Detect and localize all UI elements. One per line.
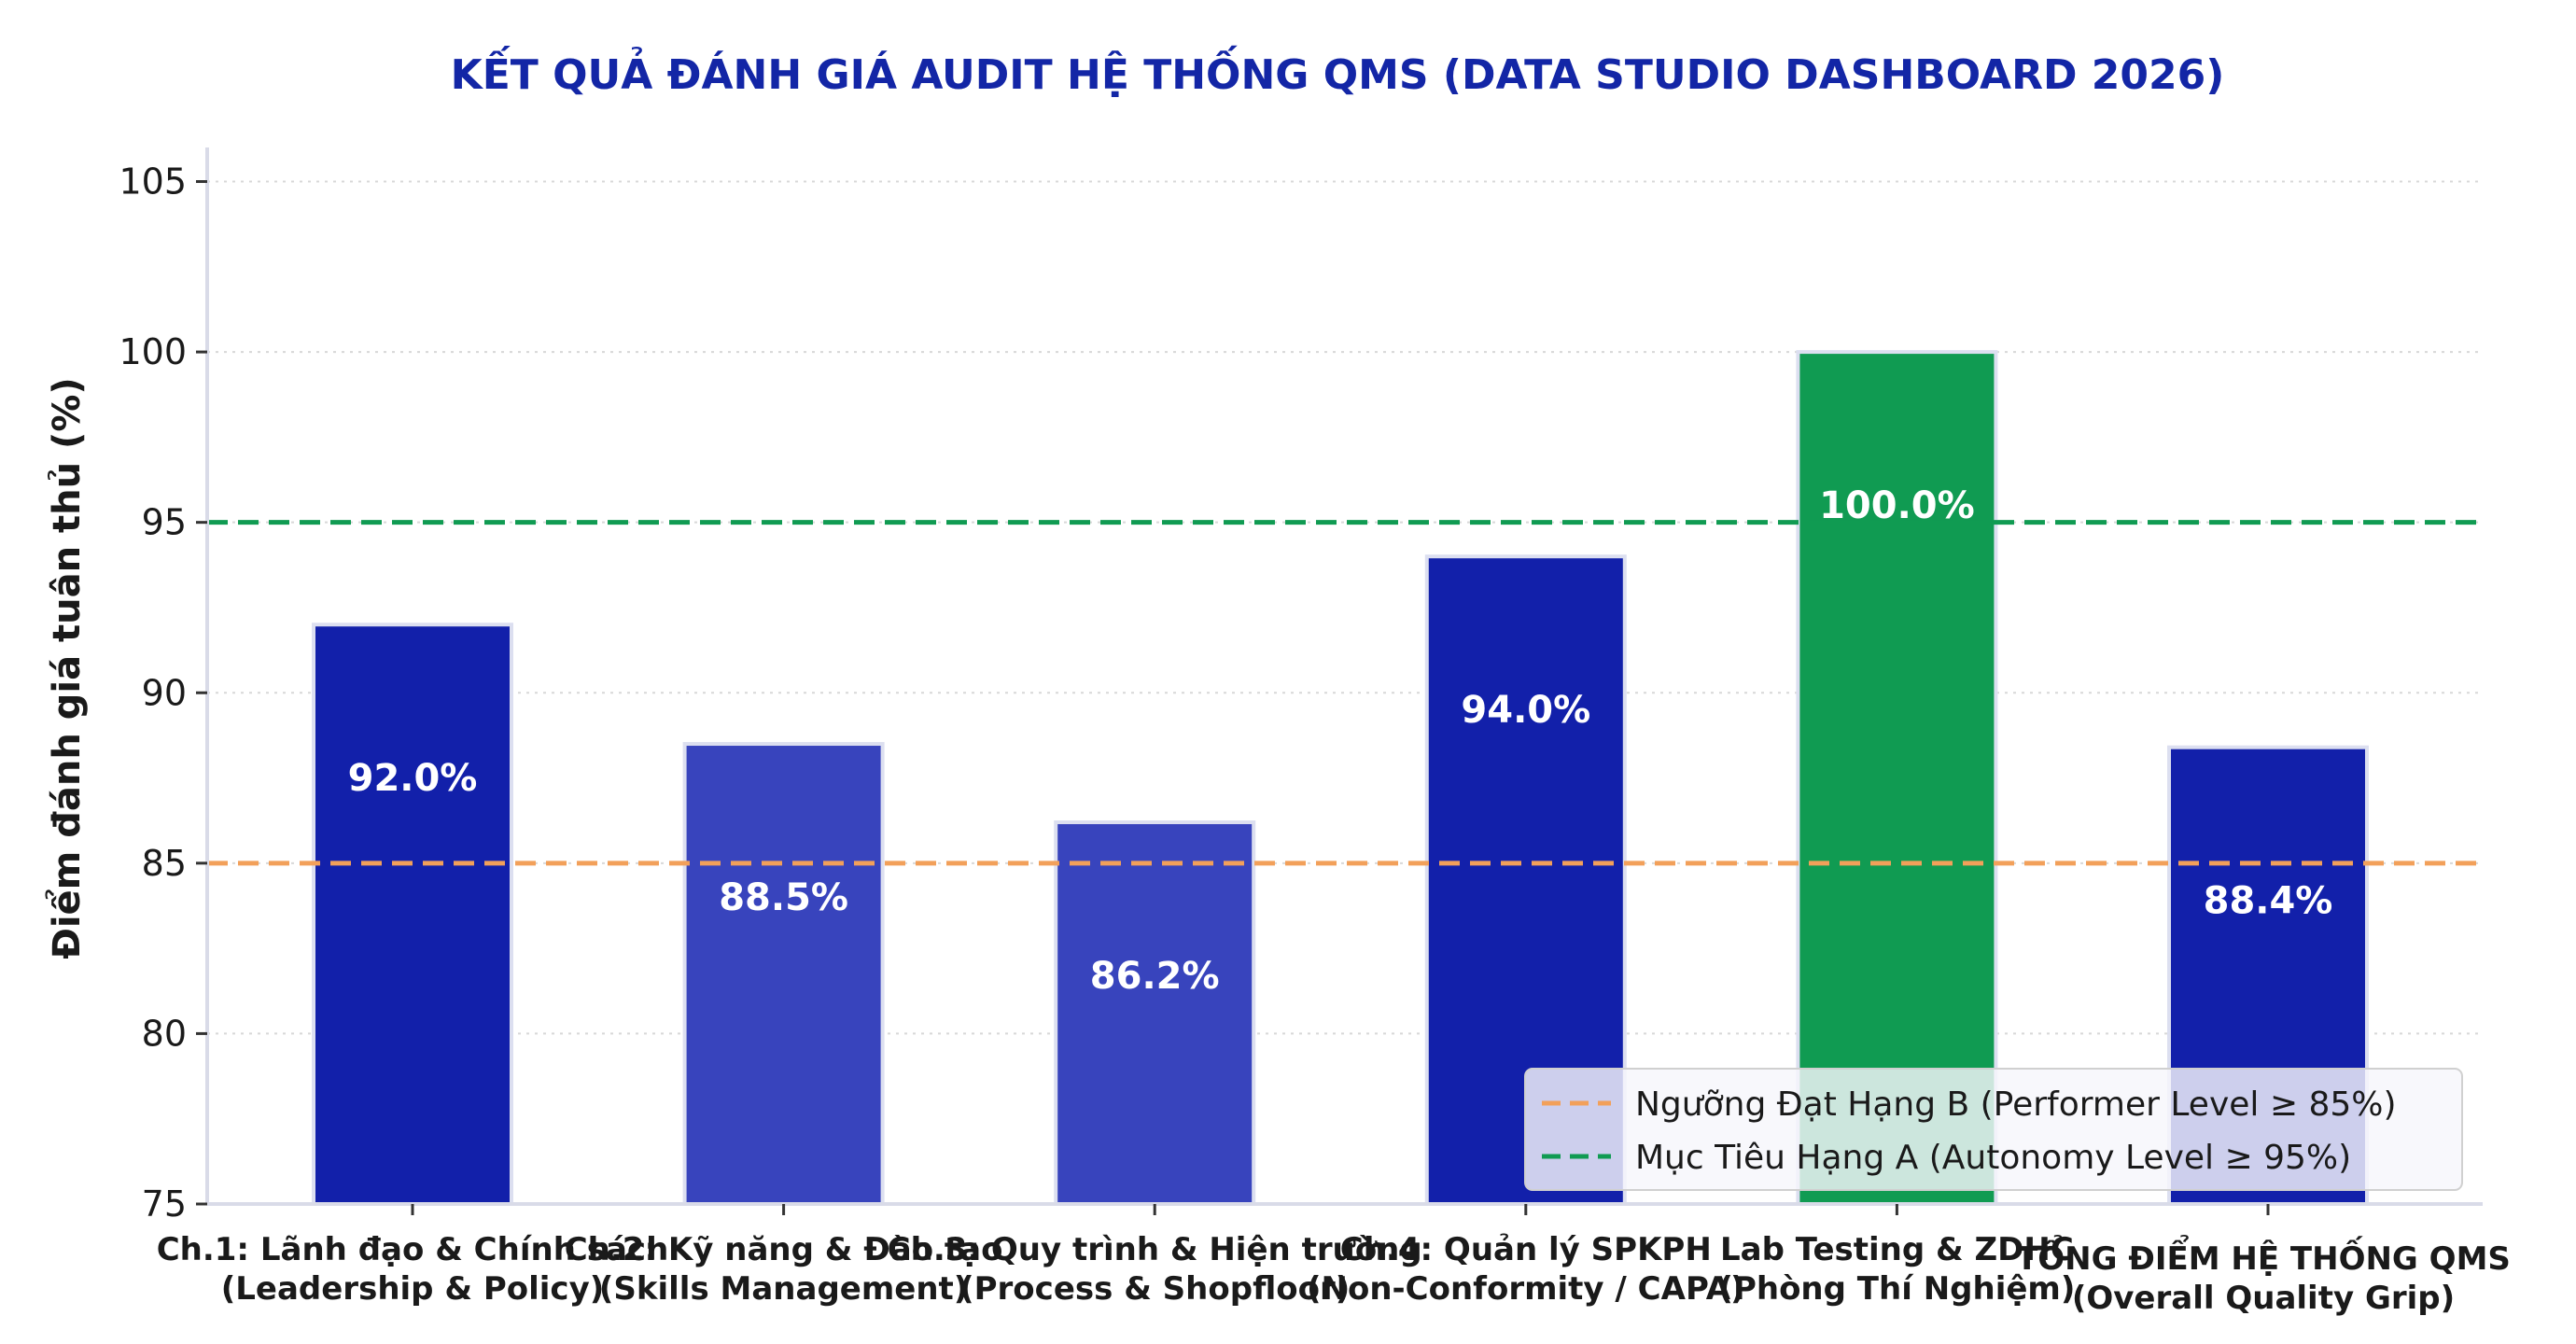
x-tick-label: TỔNG ĐIỂM HỆ THỐNG QMS — [2016, 1234, 2511, 1278]
y-tick-label: 95 — [142, 502, 187, 543]
x-tick-label: (Phòng Thí Nghiệm) — [1718, 1270, 2075, 1308]
bar — [312, 623, 513, 1206]
x-tick-label: Ch.4: Quản lý SPKPH — [1340, 1231, 1712, 1268]
legend-label: Ngưỡng Đạt Hạng B (Performer Level ≥ 85%… — [1635, 1085, 2397, 1124]
value-label: 92.0% — [348, 757, 478, 800]
y-axis-label: Điểm đánh giá tuân thủ (%) — [44, 377, 89, 959]
x-tick-label: (Process & Shopfloor) — [959, 1270, 1350, 1308]
axes — [205, 147, 2483, 1206]
bar — [1054, 820, 1256, 1206]
bar — [1796, 350, 1998, 1206]
y-tick-label: 80 — [142, 1013, 187, 1054]
x-tick-label: (Leadership & Policy) — [221, 1270, 605, 1308]
tick-labels: 75 80 85 90 95 100 105 Ch.1: Lãnh đạo & Chính s… — [119, 161, 2510, 1317]
value-label: 100.0% — [1819, 484, 1975, 527]
legend-label: Mục Tiêu Hạng A (Autonomy Level ≥ 95%) — [1635, 1139, 2351, 1177]
bar — [682, 742, 885, 1207]
legend-box — [1524, 1068, 2463, 1191]
value-label: 86.2% — [1090, 955, 1220, 998]
chart-title: KẾT QUẢ ĐÁNH GIÁ AUDIT HỆ THỐNG QMS (DAT… — [451, 45, 2225, 99]
x-tick-label: (Overall Quality Grip) — [2072, 1280, 2455, 1317]
legend: Ngưỡng Đạt Hạng B (Performer Level ≥ 85%… — [1524, 1068, 2463, 1191]
x-tick-label: Ch.3: Quy trình & Hiện trường — [888, 1231, 1422, 1268]
x-tick-label: Lab Testing & ZDHC — [1720, 1231, 2074, 1268]
x-tick-label: (Non-Conformity / CAPA) — [1307, 1270, 1745, 1308]
value-label: 88.4% — [2204, 880, 2333, 923]
x-tick-label: Ch.1: Lãnh đạo & Chính sách — [157, 1231, 669, 1268]
y-tick-label: 75 — [142, 1183, 187, 1225]
reference-lines — [207, 520, 2483, 866]
x-tick-label: Ch.2: Kỹ năng & Đào tạo — [565, 1231, 1003, 1268]
y-tick-label: 85 — [142, 843, 187, 884]
y-tick-label: 90 — [142, 672, 187, 713]
y-tick-label: 100 — [119, 331, 187, 372]
value-labels: 92.0% 88.5% 86.2% 94.0% 100.0% 88.4% — [348, 484, 2333, 998]
x-tick-label: (Skills Management) — [599, 1270, 968, 1308]
grid-lines — [207, 180, 2483, 1035]
value-label: 94.0% — [1461, 689, 1590, 732]
value-label: 88.5% — [719, 876, 848, 919]
y-tick-label: 105 — [119, 161, 187, 203]
